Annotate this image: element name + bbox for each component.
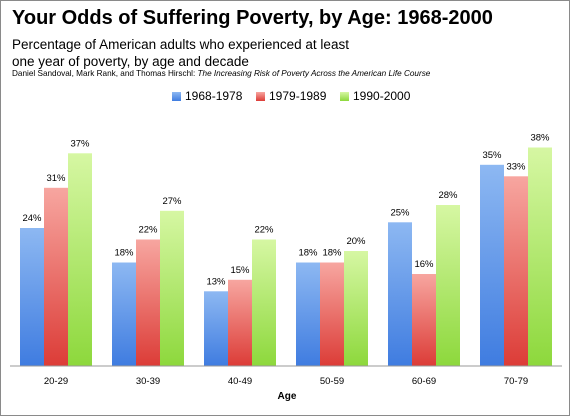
x-tick-label: 20-29	[44, 376, 68, 387]
chart-title: Your Odds of Suffering Poverty, by Age: …	[12, 7, 493, 29]
bar-60-69-1979-1989	[412, 274, 436, 366]
data-labels-group: 24% 31% 37% 18% 22% 27% 13% 15% 22% 18% 18% 20% 25% 1…	[22, 133, 550, 288]
data-label: 22%	[138, 225, 158, 236]
bar-60-69-1990-2000	[436, 205, 460, 366]
chart-source: Daniel Sandoval, Mark Rank, and Thomas H…	[12, 69, 430, 78]
bar-20-29-1979-1989	[44, 187, 68, 367]
bar-60-69-1968-1978	[388, 222, 412, 367]
data-label: 35%	[482, 150, 502, 161]
x-tick-label: 30-39	[136, 376, 160, 387]
legend-swatch	[256, 92, 265, 101]
data-label: 31%	[46, 173, 66, 184]
data-label: 22%	[254, 225, 274, 236]
data-label: 20%	[346, 236, 366, 247]
data-label: 15%	[230, 265, 250, 276]
bar-70-79-1979-1989	[504, 176, 528, 367]
bar-30-39-1979-1989	[136, 239, 160, 366]
subtitle-line-2: one year of poverty, by age and decade	[12, 54, 249, 69]
legend-label: 1968-1978	[185, 89, 243, 103]
legend-swatch	[172, 92, 181, 101]
data-label: 18%	[114, 248, 134, 259]
x-tick-label: 70-79	[504, 376, 528, 387]
data-label: 38%	[530, 133, 550, 144]
chart-legend: 1968-1978 1979-1989 1990-2000	[172, 89, 411, 103]
source-authors: Daniel Sandoval, Mark Rank, and Thomas H…	[12, 69, 198, 78]
bar-30-39-1990-2000	[160, 210, 184, 367]
bar-20-29-1990-2000	[68, 153, 92, 367]
source-title: The Increasing Risk of Poverty Across th…	[197, 69, 431, 78]
data-label: 18%	[322, 248, 342, 259]
data-label: 18%	[298, 248, 318, 259]
bar-50-59-1979-1989	[320, 262, 344, 366]
data-label: 27%	[162, 196, 182, 207]
bar-40-49-1979-1989	[228, 279, 252, 367]
bar-40-49-1990-2000	[252, 239, 276, 366]
data-label: 37%	[70, 138, 90, 149]
x-tick-label: 40-49	[228, 376, 252, 387]
data-label: 28%	[438, 190, 458, 201]
legend-swatch	[340, 92, 349, 101]
legend-label: 1979-1989	[269, 89, 327, 103]
data-label: 13%	[206, 276, 226, 287]
x-tick-label: 50-59	[320, 376, 344, 387]
x-axis-label: Age	[278, 391, 297, 402]
bars-group	[20, 147, 552, 367]
x-axis-ticks: 20-29 30-39 40-49 50-59 60-69 70-79	[44, 376, 528, 387]
data-label: 16%	[414, 259, 434, 270]
data-label: 24%	[22, 213, 42, 224]
bar-70-79-1990-2000	[528, 147, 552, 366]
bar-20-29-1968-1978	[20, 228, 44, 366]
x-tick-label: 60-69	[412, 376, 436, 387]
data-label: 25%	[390, 207, 410, 218]
bar-50-59-1990-2000	[344, 251, 368, 366]
bar-40-49-1968-1978	[204, 291, 228, 367]
bar-30-39-1968-1978	[112, 262, 136, 366]
data-label: 33%	[506, 161, 526, 172]
legend-label: 1990-2000	[353, 89, 411, 103]
bar-50-59-1968-1978	[296, 262, 320, 366]
bar-70-79-1968-1978	[480, 164, 504, 367]
subtitle-line-1: Percentage of American adults who experi…	[12, 37, 349, 52]
chart-subtitle: Percentage of American adults who experi…	[12, 36, 349, 70]
